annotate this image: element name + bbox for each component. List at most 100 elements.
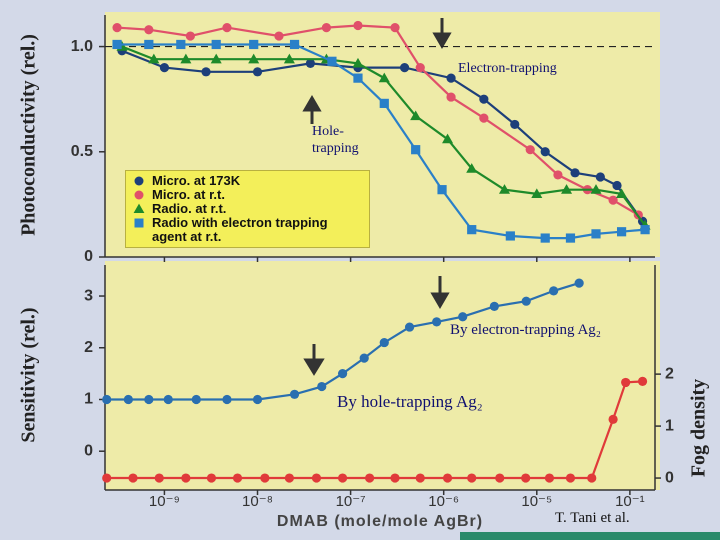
legend-entry: Micro. at r.t.	[132, 188, 363, 202]
marker	[353, 20, 363, 31]
marker	[134, 176, 144, 186]
y2-axis-label: Fog density	[688, 379, 710, 477]
marker	[201, 67, 211, 77]
marker	[510, 119, 520, 130]
marker	[379, 98, 389, 108]
marker	[283, 53, 295, 64]
marker	[608, 414, 618, 424]
arrow-head	[430, 292, 450, 309]
marker	[637, 376, 648, 386]
y-tick-label: 3	[84, 287, 93, 304]
marker	[591, 229, 601, 239]
marker	[531, 188, 543, 199]
marker	[248, 53, 260, 64]
marker	[446, 73, 456, 83]
marker	[163, 394, 173, 405]
y-tick-label: 0	[84, 442, 93, 459]
y-tick-label: 1	[84, 391, 93, 408]
marker	[561, 184, 573, 194]
marker	[305, 58, 316, 68]
marker	[232, 473, 243, 483]
x-tick-label: 10⁻¹	[615, 493, 645, 510]
y-tick-label: 2	[84, 339, 93, 356]
marker	[458, 312, 468, 322]
legend-entry: Radio. at r.t.	[132, 202, 363, 216]
marker	[102, 394, 112, 405]
marker	[144, 394, 154, 405]
x-tick-label: 10⁻⁷	[336, 493, 366, 510]
marker	[616, 227, 627, 237]
marker	[540, 147, 550, 157]
marker	[574, 278, 584, 288]
marker	[479, 113, 489, 123]
marker	[352, 57, 364, 68]
marker	[498, 184, 511, 194]
marker	[587, 473, 597, 483]
marker	[521, 473, 531, 483]
arrow-head	[302, 95, 322, 112]
y-tick-label: 0.5	[71, 143, 93, 160]
marker	[144, 39, 154, 50]
legend-swatch	[134, 218, 144, 228]
marker	[181, 473, 191, 483]
marker	[479, 94, 489, 104]
marker	[102, 473, 112, 483]
y-axis-label: Photoconductivity (rel.)	[18, 34, 40, 236]
marker	[252, 67, 263, 77]
x-tick-label: 10⁻⁸	[242, 493, 273, 510]
marker	[442, 473, 453, 483]
marker	[154, 473, 164, 483]
marker	[399, 63, 410, 73]
marker	[359, 353, 369, 363]
y2-tick-label: 0	[665, 469, 674, 486]
marker	[321, 23, 332, 33]
bottom-panel	[105, 261, 660, 490]
marker	[128, 473, 138, 483]
marker	[404, 322, 415, 332]
annotation: By electron-trapping Ag₂	[450, 322, 602, 338]
marker	[365, 473, 375, 483]
legend-label: Micro. at 173K	[152, 173, 241, 188]
marker	[222, 394, 232, 405]
marker	[616, 188, 628, 199]
marker	[210, 53, 222, 64]
legend-label: Radio. at r.t.	[152, 201, 227, 216]
marker	[570, 168, 580, 178]
marker	[415, 473, 425, 483]
marker	[206, 473, 217, 483]
marker	[437, 185, 447, 195]
annotation: By hole-trapping Ag₂	[337, 392, 483, 411]
marker	[148, 53, 160, 64]
marker	[327, 56, 337, 66]
marker	[252, 394, 263, 405]
y2-tick-label: 2	[665, 365, 674, 382]
x-axis-label: DMAB (mole/mole AgBr)	[277, 513, 483, 530]
marker	[191, 394, 201, 405]
arrow-head	[432, 32, 452, 49]
marker	[337, 473, 348, 483]
marker	[415, 63, 425, 73]
credit: T. Tani et al.	[555, 510, 630, 526]
y-axis-label: Sensitivity (rel.)	[18, 307, 40, 442]
marker	[608, 195, 618, 205]
legend-entry: Radio with electron trapping agent at r.…	[132, 216, 363, 244]
marker	[432, 317, 442, 327]
arrows	[302, 18, 452, 376]
marker	[211, 39, 221, 50]
marker	[249, 39, 259, 50]
marker	[565, 473, 576, 483]
marker	[379, 337, 389, 348]
marker	[505, 231, 515, 241]
marker	[112, 23, 122, 33]
marker	[353, 73, 363, 83]
marker	[159, 63, 170, 73]
legend-swatch	[133, 203, 145, 214]
y-tick-label: 0	[84, 248, 93, 265]
marker	[467, 473, 477, 483]
y2-tick-label: 1	[665, 417, 674, 434]
marker	[442, 133, 454, 144]
marker	[590, 184, 602, 194]
marker	[185, 31, 195, 41]
marker	[123, 394, 133, 405]
